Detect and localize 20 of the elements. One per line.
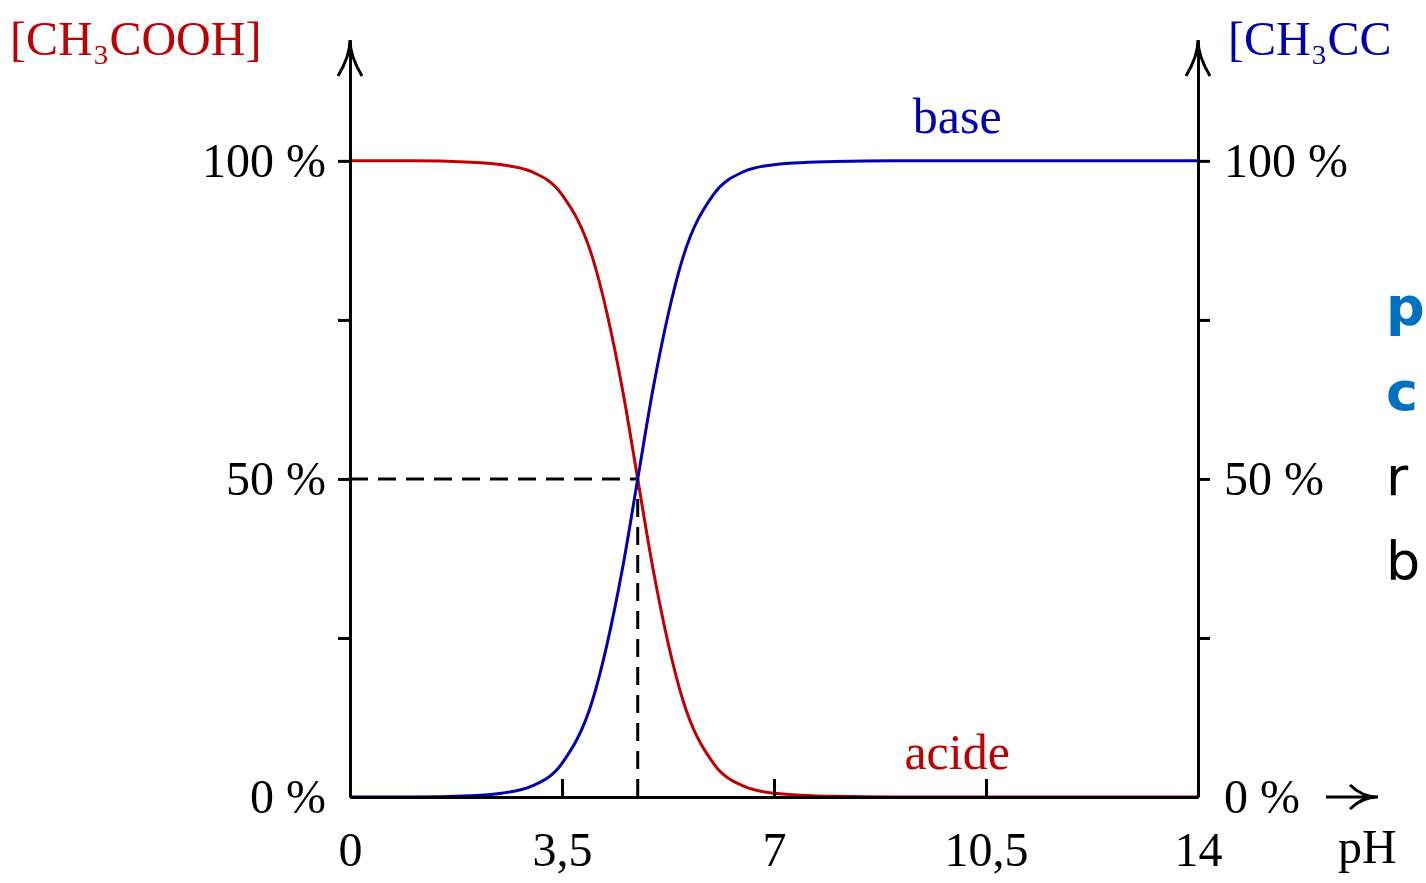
- text: c: [1386, 360, 1419, 423]
- text: r: [1386, 445, 1409, 508]
- text: p: [1386, 275, 1425, 338]
- y2-tick-label: 0 %: [1224, 769, 1300, 823]
- series-label: base: [912, 87, 1002, 144]
- y2-axis-title: [CH₃CC: [1228, 12, 1392, 65]
- y-tick-label: 100 %: [202, 133, 326, 187]
- y2-tick-label: 50 %: [1224, 451, 1324, 505]
- x-tick-label: 14: [1174, 823, 1223, 877]
- text: b: [1386, 530, 1421, 593]
- x-tick-label: 7: [762, 823, 787, 877]
- y-tick-label: 50 %: [226, 451, 326, 505]
- y2-tick-label: 100 %: [1224, 133, 1348, 187]
- x-tick-label: 0: [338, 823, 363, 877]
- series-label: acide: [904, 724, 1010, 780]
- x-tick-label: 10,5: [944, 823, 1029, 877]
- x-tick-label: 3,5: [532, 823, 593, 877]
- x-axis-title: pH: [1338, 820, 1397, 873]
- y-axis-title: [CH₃COOH]: [10, 12, 262, 65]
- y-tick-label: 0 %: [250, 769, 326, 823]
